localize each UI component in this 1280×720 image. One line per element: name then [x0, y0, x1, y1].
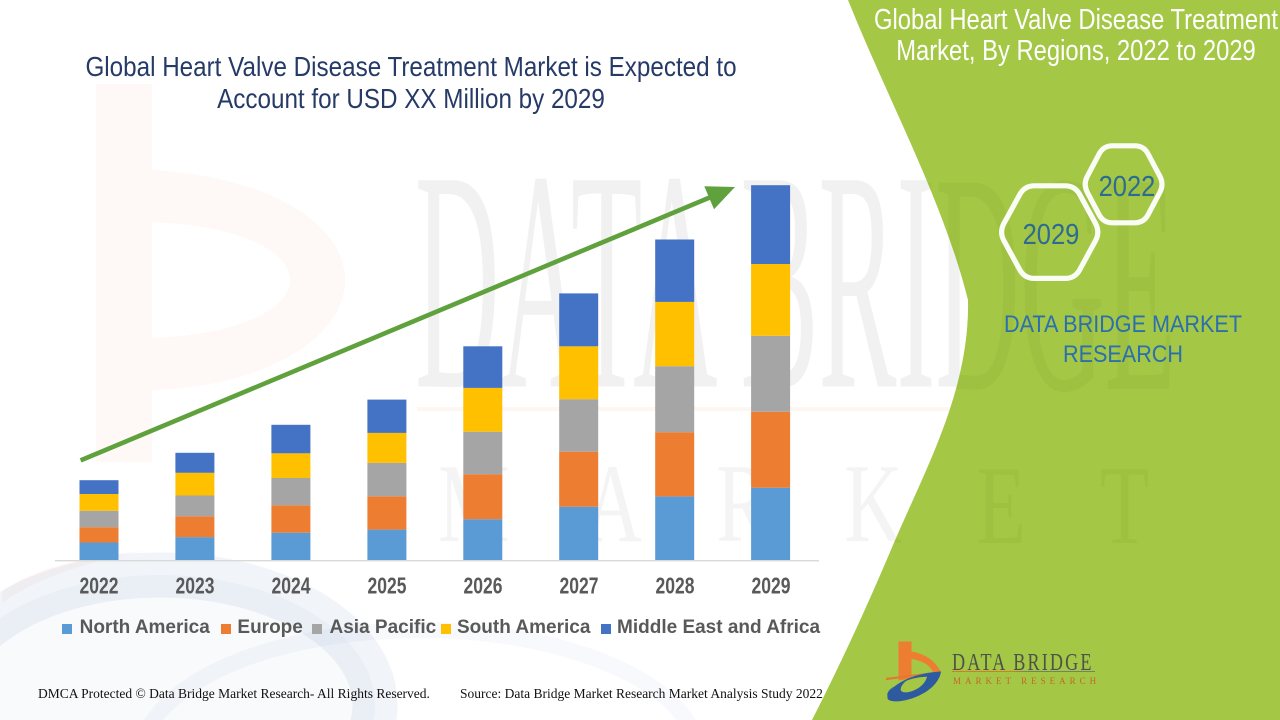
svg-text:DATA BRIDGE: DATA BRIDGE — [415, 109, 1176, 458]
